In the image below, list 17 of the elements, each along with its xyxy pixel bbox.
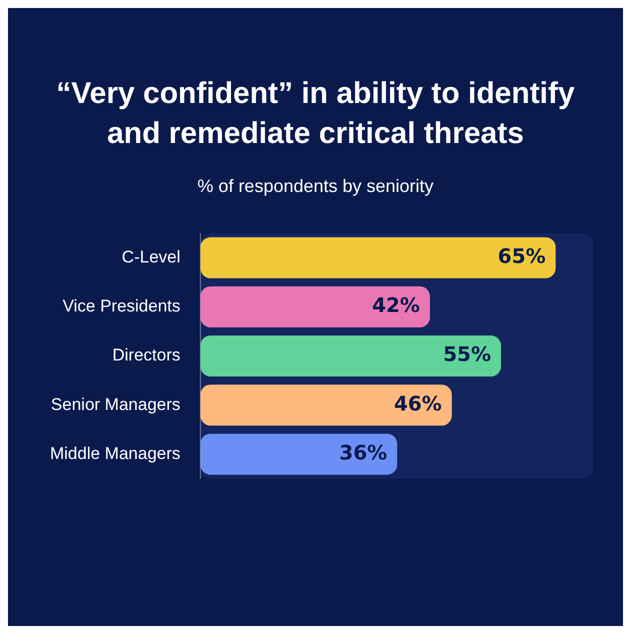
bar xyxy=(200,237,556,278)
data-label: 42% xyxy=(372,293,420,318)
bar xyxy=(200,336,502,376)
y-tick-label: Middle Managers xyxy=(50,444,180,463)
y-tick-label: Senior Managers xyxy=(50,394,180,414)
chart-title: “Very confident” in ability to identify and remediate critical threats xyxy=(55,76,576,152)
data-label: 65% xyxy=(498,244,546,268)
y-tick-label: C-Level xyxy=(122,247,180,266)
y-tick-label: Vice Presidents xyxy=(62,296,180,316)
data-label: 36% xyxy=(339,440,388,464)
y-tick-label: Directors xyxy=(112,346,180,365)
bar xyxy=(200,384,452,426)
bar xyxy=(200,434,398,475)
data-label: 46% xyxy=(394,391,442,416)
chart-subtitle: % of respondents by seniority xyxy=(196,176,435,197)
data-label: 55% xyxy=(443,342,492,366)
bar xyxy=(200,286,430,328)
